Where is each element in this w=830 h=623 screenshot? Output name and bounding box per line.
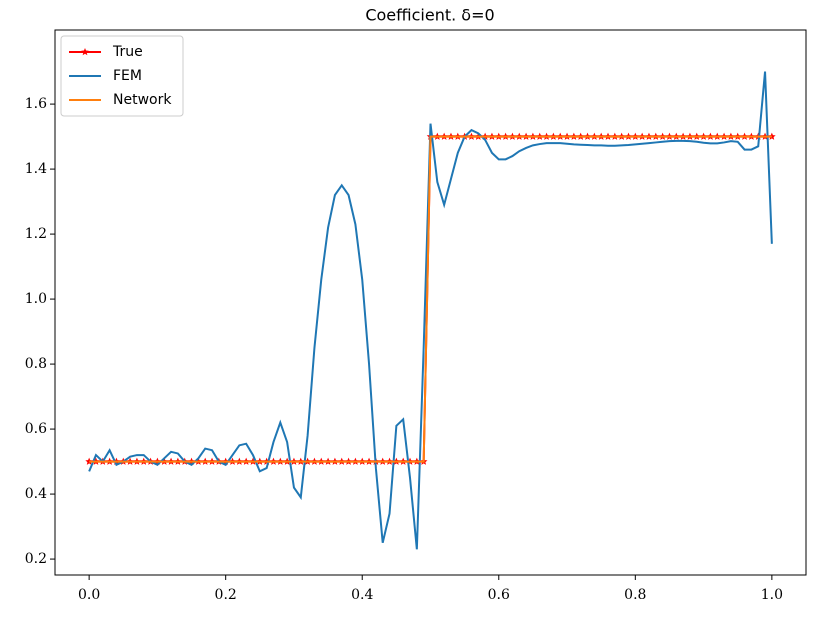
x-tick-label: 0.2 [215,587,237,603]
x-tick-label: 0.8 [624,587,646,603]
y-tick-label: 1.4 [25,161,47,177]
x-tick-label: 0.6 [488,587,510,603]
x-tick-label: 0.4 [351,587,373,603]
point-marker [85,457,93,465]
y-tick-label: 1.0 [25,291,47,307]
y-tick-label: 0.2 [25,551,47,567]
y-tick-label: 0.4 [25,486,47,502]
y-tick-label: 0.8 [25,356,47,372]
y-tick-label: 0.6 [25,421,47,437]
legend-label: FEM [113,68,142,84]
legend-label: True [112,44,143,60]
y-tick-label: 1.6 [25,96,47,112]
plot-frame [54,29,807,576]
legend-marker [81,48,89,56]
x-tick-label: 0.0 [78,587,100,603]
x-tick-label: 1.0 [761,587,783,603]
series-line [89,135,772,463]
chart-title: Coefficient. δ=0 [365,6,494,25]
legend-box [60,35,184,117]
series-line [89,135,772,463]
legend-label: Network [113,92,172,108]
point-marker [768,132,776,140]
legend: True FEM Network [60,35,184,117]
y-tick-label: 1.2 [25,226,47,242]
series-line [88,71,773,550]
